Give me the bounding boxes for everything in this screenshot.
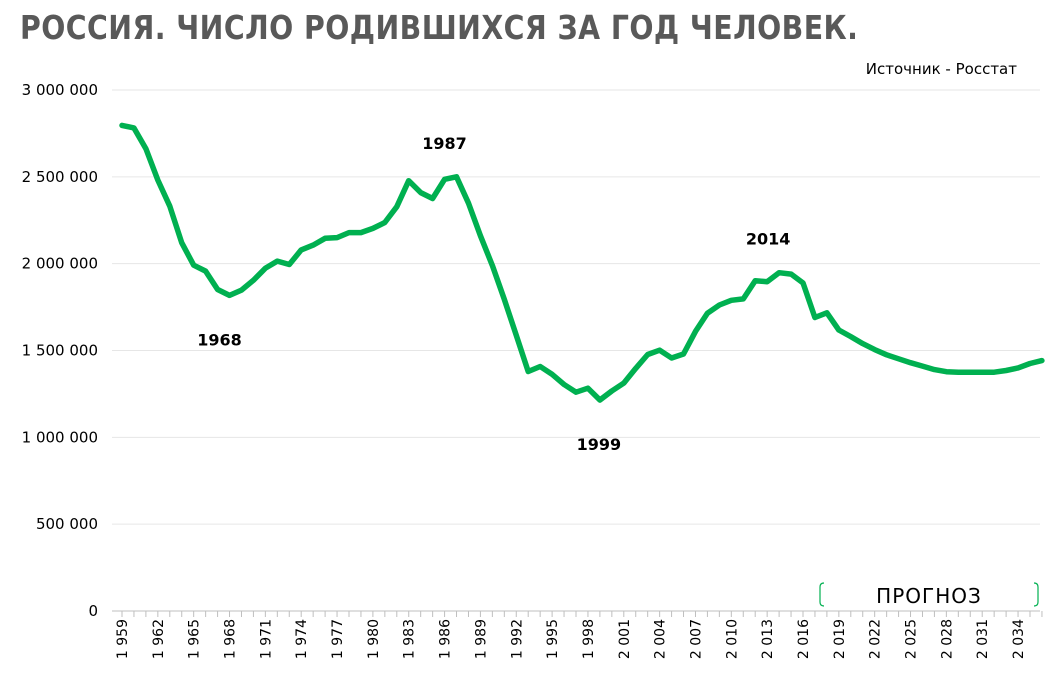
x-axis: 1 959 1 962 1 965 1 968 1 971 1 974 1 977 1 980… (112, 610, 1043, 659)
x-tick-label: 2 001 (617, 619, 633, 659)
series-line (119, 122, 1045, 403)
y-tick-label: 1 000 000 (22, 428, 98, 446)
x-tick-label: 2 022 (868, 619, 884, 659)
forecast-label: ПРОГНОЗ (876, 584, 982, 608)
forecast-bracket-right (1033, 582, 1039, 607)
annotation-1968: 1968 (197, 330, 242, 349)
x-tick-label: 1 971 (258, 619, 274, 659)
annotation-1999: 1999 (577, 435, 622, 454)
x-tick-label: 2 010 (724, 619, 740, 659)
grid-lines (112, 89, 1040, 525)
x-tick-label: 1 962 (151, 619, 167, 659)
chart-title: РОССИЯ. ЧИСЛО РОДИВШИХСЯ ЗА ГОД ЧЕЛОВЕК. (20, 8, 859, 47)
y-tick-label: 2 000 000 (22, 255, 98, 273)
source-note: Источник - Росстат (865, 60, 1017, 78)
x-tick-label: 1 968 (223, 619, 239, 659)
annotation-2014: 2014 (746, 230, 791, 249)
y-tick-label: 0 (88, 602, 98, 620)
x-tick-label: 1 986 (438, 619, 454, 659)
x-tick-label: 2 034 (1011, 619, 1027, 659)
annotations: 1968 1987 1999 2014 (197, 134, 790, 454)
y-tick-label: 1 500 000 (22, 342, 98, 360)
x-tick-label: 1 980 (366, 619, 382, 659)
forecast-bracket: ПРОГНОЗ (819, 582, 1039, 608)
x-tick-label: 1 983 (402, 619, 418, 659)
x-tick-label: 1 998 (581, 619, 597, 659)
x-tick-label: 1 995 (545, 619, 561, 659)
x-tick-label: 2 028 (939, 619, 955, 659)
y-axis: 0 500 000 1 000 000 1 500 000 2 000 000 2 500… (22, 81, 98, 620)
forecast-bracket-left (819, 582, 825, 607)
x-tick-label: 2 031 (975, 619, 991, 659)
x-tick-label: 1 965 (187, 619, 203, 659)
x-tick-label: 1 959 (115, 619, 131, 659)
x-tick-label: 1 989 (473, 619, 489, 659)
y-tick-label: 500 000 (36, 515, 98, 533)
x-tick-label: 1 974 (294, 619, 310, 659)
x-tick-label: 1 977 (330, 619, 346, 659)
x-tick-label: 2 013 (760, 619, 776, 659)
y-tick-label: 3 000 000 (22, 81, 98, 99)
x-tick-label: 1 992 (509, 619, 525, 659)
y-tick-label: 2 500 000 (22, 168, 98, 186)
x-tick-label: 2 019 (832, 619, 848, 659)
x-tick-label: 2 025 (904, 619, 920, 659)
x-tick-label: 2 004 (653, 619, 669, 659)
series-births (119, 122, 1045, 403)
x-tick-label: 2 016 (796, 619, 812, 659)
x-tick-label: 2 007 (688, 619, 704, 659)
annotation-1987: 1987 (422, 134, 467, 153)
